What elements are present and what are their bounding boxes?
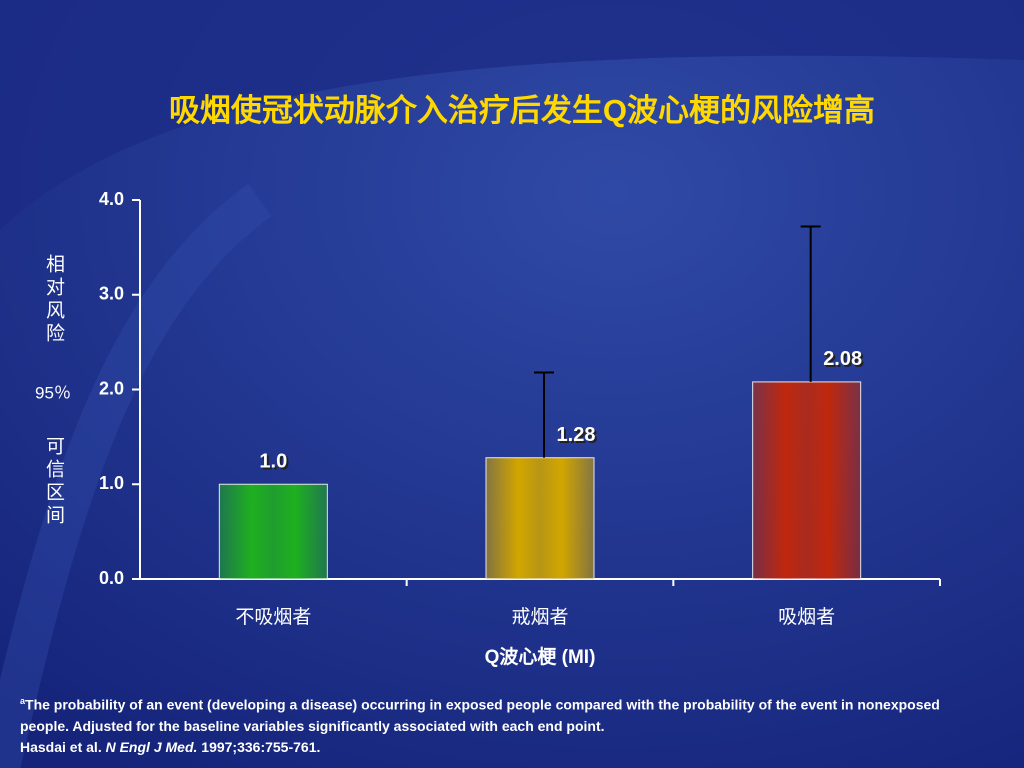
citation-journal: N Engl J Med.	[105, 738, 198, 755]
x-tick-label: 不吸烟者	[235, 606, 311, 628]
value-label-shadow: 2.08	[825, 350, 864, 372]
footnote-text: The probability of an event (developing …	[20, 696, 940, 734]
y-tick-label: 0.0	[99, 568, 124, 588]
bar	[752, 381, 862, 580]
value-label-shadow: 1.28	[559, 426, 598, 448]
value-label: 1.0	[259, 451, 287, 473]
value-label: 2.08	[823, 348, 862, 370]
citation-authors: Hasdai et al.	[20, 738, 102, 755]
bar	[218, 483, 328, 580]
background-curve	[0, 183, 272, 768]
footnote: aThe probability of an event (developing…	[20, 691, 980, 758]
x-axis-label: Q波心梗 (MI)	[485, 645, 596, 668]
value-label: 1.28	[557, 424, 596, 446]
background-swoosh	[0, 0, 1024, 230]
x-tick-label: 戒烟者	[511, 606, 568, 628]
y-tick-label: 1.0	[99, 473, 124, 493]
citation-rest: 1997;336:755-761.	[201, 738, 321, 755]
y-axis-label: 可信区间	[43, 436, 65, 528]
value-label-shadow: 1.0	[261, 453, 289, 475]
y-tick-label: 2.0	[99, 378, 124, 398]
y-tick-label: 4.0	[99, 189, 124, 209]
y-tick-label: 3.0	[99, 284, 124, 304]
chart-title: 吸烟使冠状动脉介入治疗后发生Q波心梗的风险增高	[169, 93, 875, 128]
y-axis-label: 相对风险	[43, 254, 65, 346]
footnote-marker: a	[20, 696, 26, 706]
x-tick-label: 吸烟者	[778, 606, 835, 628]
y-axis-label: 95％	[35, 383, 71, 402]
bar	[485, 457, 595, 580]
